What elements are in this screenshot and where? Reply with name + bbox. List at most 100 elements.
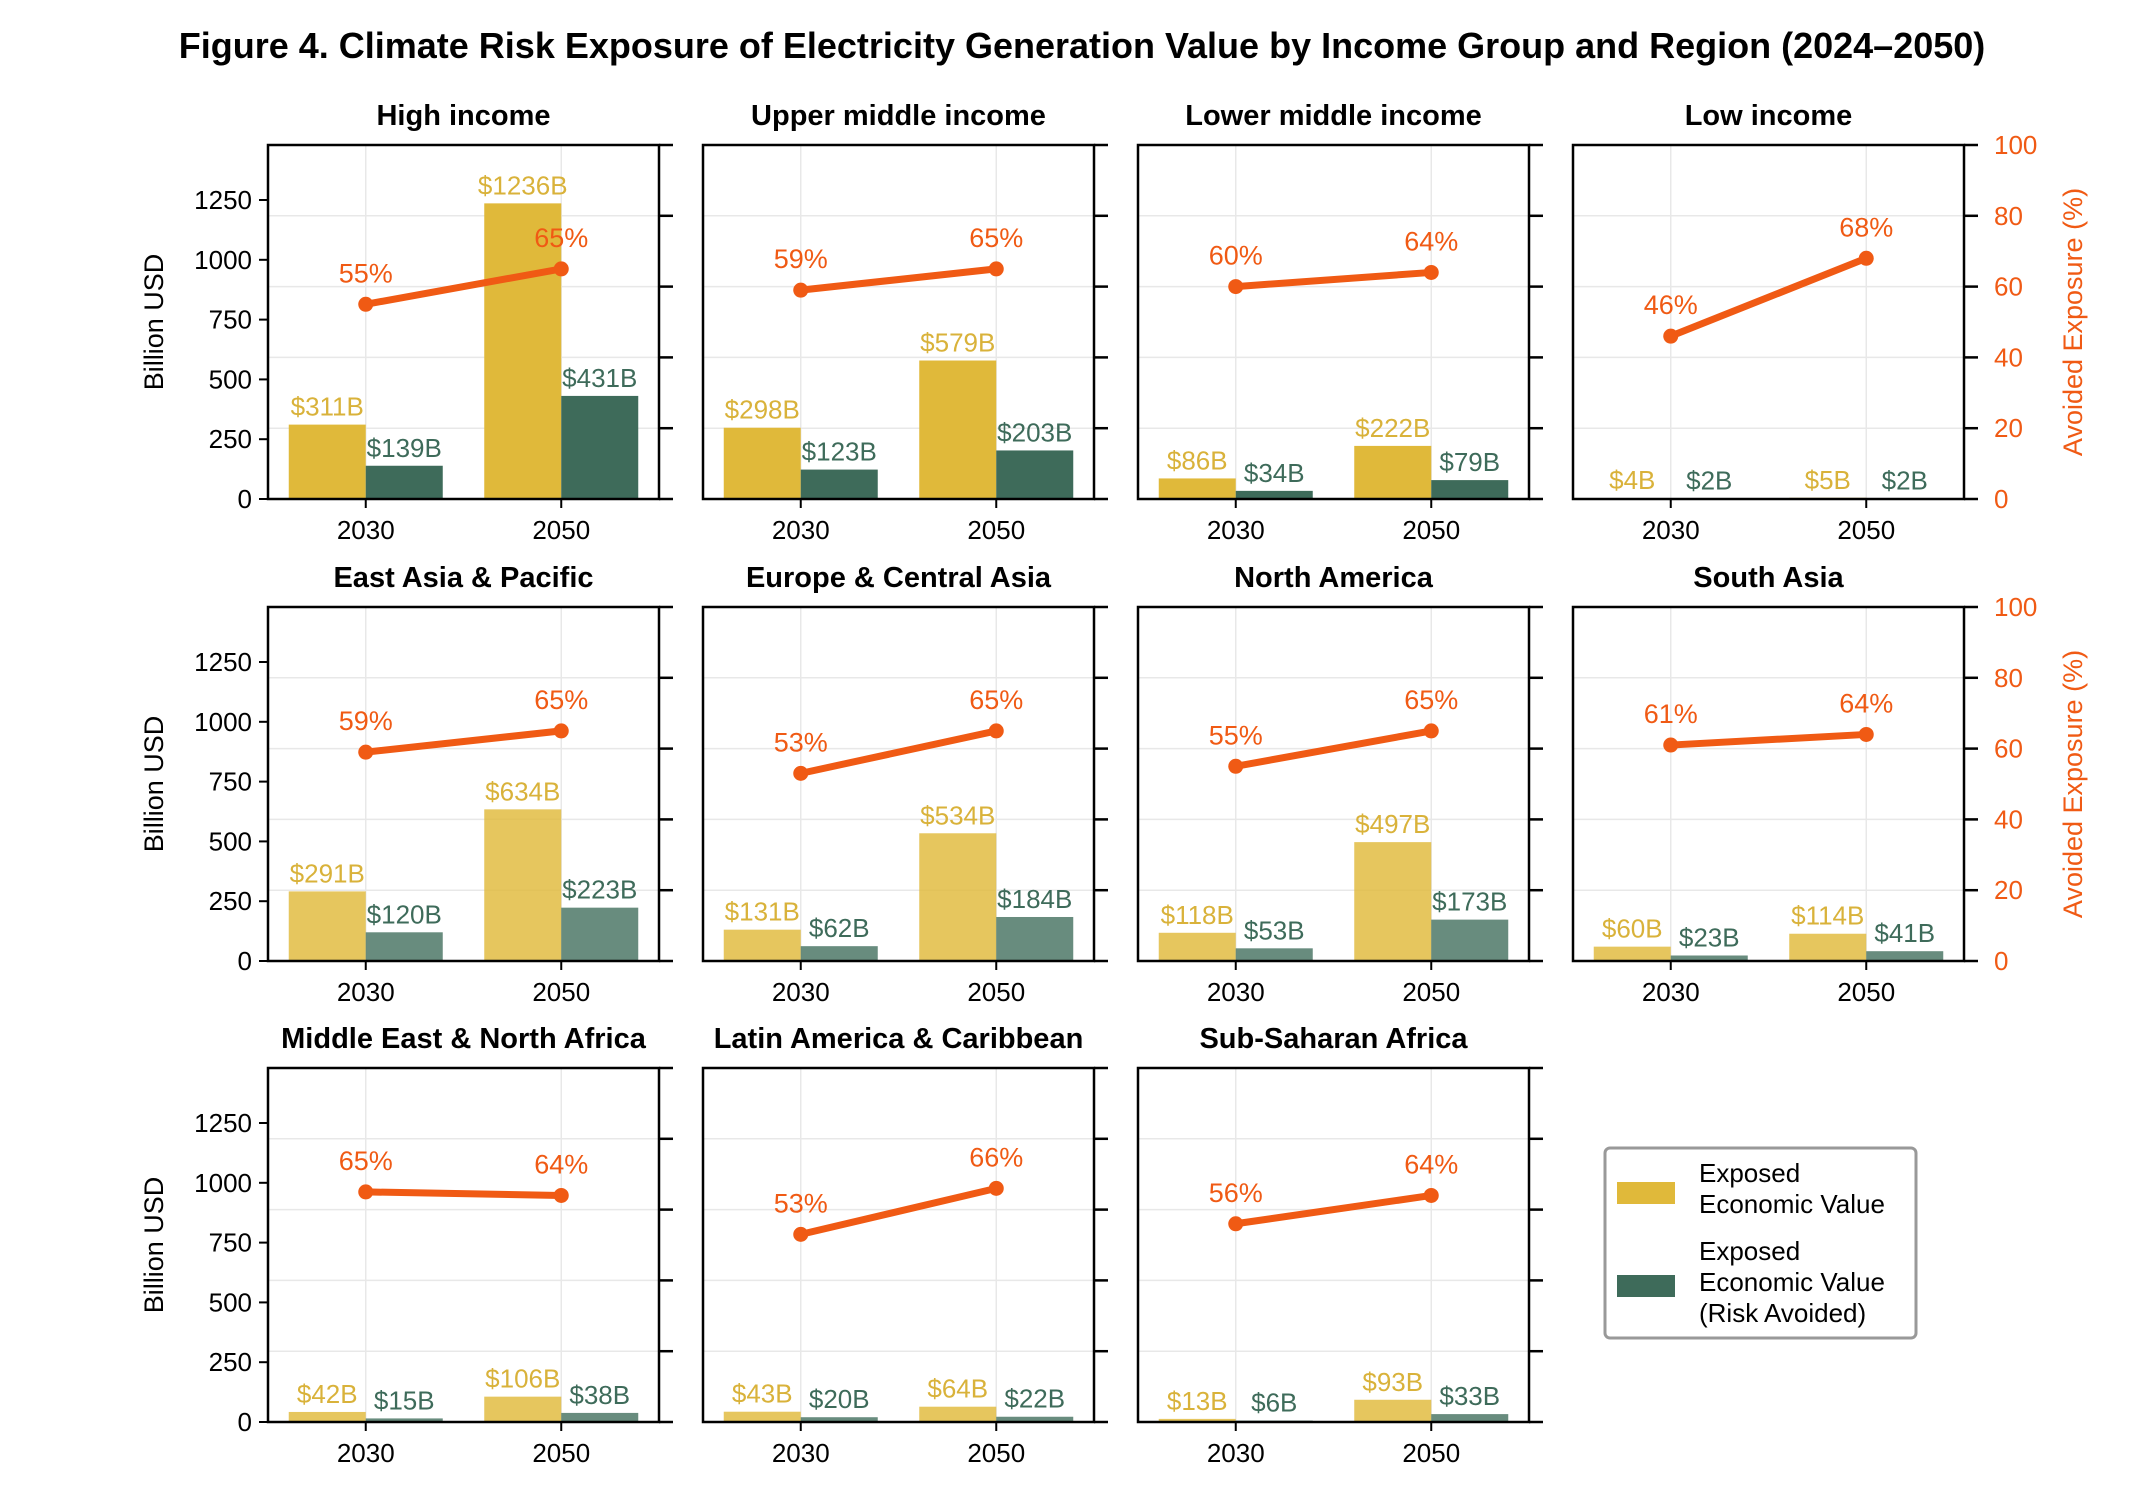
- legend-swatch-exposed: [1617, 1182, 1675, 1204]
- x-tick-label: 2030: [1642, 977, 1700, 1007]
- data-label-exposed: $60B: [1602, 914, 1663, 944]
- left-tick-label: 750: [209, 305, 252, 335]
- panel: $86B $34B $222B $79B 60% 64% Lower middle inco…: [1136, 100, 1543, 545]
- x-tick-label: 2050: [1402, 977, 1460, 1007]
- data-label-exposed: $42B: [297, 1379, 358, 1409]
- plot-frame: [1136, 143, 1531, 501]
- pct-label: 65%: [969, 685, 1023, 715]
- data-label-exposed: $222B: [1355, 413, 1430, 443]
- avoided-pct-point: [1423, 723, 1439, 739]
- avoided-pct-point: [988, 1180, 1004, 1196]
- pct-label: 61%: [1644, 699, 1698, 729]
- bar-exposed: [484, 1396, 562, 1422]
- bar-avoided: [1670, 955, 1748, 961]
- bar-avoided: [996, 1416, 1074, 1422]
- bar-exposed: [1354, 1399, 1432, 1422]
- avoided-pct-line: [1667, 254, 1870, 340]
- avoided-pct-line: [1232, 268, 1435, 291]
- panel-title: North America: [1234, 562, 1434, 594]
- x-tick-label: 2030: [1642, 515, 1700, 545]
- x-tick-label: 2050: [1837, 515, 1895, 545]
- bar-exposed: [1354, 842, 1432, 961]
- data-label-avoided: $34B: [1244, 458, 1305, 488]
- avoided-pct-point: [1663, 737, 1679, 753]
- panel: $298B$123B $579B $203B 59% 65% Upper middle i…: [701, 100, 1108, 545]
- bar-avoided: [1431, 1414, 1509, 1422]
- pct-label: 60%: [1209, 241, 1263, 271]
- bar-avoided: [800, 1417, 878, 1422]
- plot-frame: [701, 143, 1096, 501]
- data-label-avoided: $2B: [1882, 466, 1928, 496]
- avoided-pct-point: [1423, 264, 1439, 280]
- pct-label: 46%: [1644, 290, 1698, 320]
- avoided-pct-line: [362, 1188, 565, 1199]
- pct-label: 65%: [534, 685, 588, 715]
- bar-avoided: [996, 916, 1074, 961]
- data-label-avoided: $38B: [569, 1380, 630, 1410]
- x-tick-label: 2030: [1207, 515, 1265, 545]
- left-axis-label: Billion USD: [139, 716, 169, 853]
- left-tick-label: 500: [209, 1287, 252, 1317]
- pct-label: 64%: [1404, 226, 1458, 256]
- x-tick-label: 2050: [967, 977, 1025, 1007]
- avoided-pct-point: [793, 282, 809, 298]
- right-axis-label: Avoided Exposure (%): [2058, 650, 2088, 918]
- data-label-avoided: $203B: [997, 417, 1072, 447]
- right-tick-label: 40: [1994, 342, 2023, 372]
- pct-label: 53%: [774, 1188, 828, 1218]
- avoided-pct-line: [797, 265, 1000, 294]
- panel-title: Europe & Central Asia: [746, 562, 1052, 594]
- plot-frame: [266, 143, 661, 501]
- pct-label: 59%: [774, 244, 828, 274]
- bar-exposed: [1789, 933, 1867, 961]
- data-label-exposed: $579B: [920, 328, 995, 358]
- plot-frame: [1571, 605, 1966, 963]
- legend: Exposed Economic Value Exposed Economic Val…: [1603, 1146, 1918, 1340]
- bar-exposed: [484, 203, 562, 499]
- data-label-exposed: $43B: [732, 1379, 793, 1409]
- pct-label: 64%: [1839, 688, 1893, 718]
- panel: $118B $53B $497B $173B 55% 65% North America 20…: [1136, 562, 1543, 1007]
- avoided-pct-line: [1232, 727, 1435, 770]
- left-tick-label: 1000: [194, 245, 252, 275]
- data-label-exposed: $131B: [725, 897, 800, 927]
- x-tick-label: 2030: [337, 977, 395, 1007]
- right-tick-label: 20: [1994, 875, 2023, 905]
- data-label-exposed: $1236B: [478, 170, 568, 200]
- pct-label: 66%: [969, 1142, 1023, 1172]
- bar-avoided: [800, 469, 878, 499]
- bar-avoided: [365, 465, 443, 499]
- panel: $4B $2B $5B $2B 46% 68% Low income 2030 2050 0 20 4…: [1571, 100, 2088, 545]
- legend-label-exposed: Exposed Economic Value: [1699, 1158, 1885, 1219]
- panel: $131B $62B $534B $184B 53% 65% Europe & Centra…: [701, 562, 1108, 1007]
- avoided-pct-line: [797, 1184, 1000, 1238]
- data-label-avoided: $79B: [1439, 447, 1500, 477]
- data-label-avoided: $120B: [367, 899, 442, 929]
- avoided-pct-point: [1858, 250, 1874, 266]
- bar-avoided: [365, 932, 443, 961]
- panel: $42B $15B $106B $38B 65% 64% Middle East & Nor…: [139, 1023, 673, 1468]
- avoided-pct-point: [358, 744, 374, 760]
- left-tick-label: 1000: [194, 707, 252, 737]
- x-tick-label: 2050: [532, 1438, 590, 1468]
- data-label-avoided: $53B: [1244, 915, 1305, 945]
- data-label-exposed: $5B: [1805, 465, 1851, 495]
- pct-label: 68%: [1839, 212, 1893, 242]
- data-label-avoided: $62B: [809, 913, 870, 943]
- bar-avoided: [365, 1418, 443, 1422]
- left-tick-label: 0: [238, 484, 252, 514]
- plot-frame: [1136, 1066, 1531, 1424]
- bar-exposed: [723, 1411, 801, 1422]
- right-axis-label: Avoided Exposure (%): [2058, 188, 2088, 456]
- pct-label: 55%: [1209, 720, 1263, 750]
- left-tick-label: 250: [209, 1347, 252, 1377]
- data-label-avoided: $33B: [1439, 1381, 1500, 1411]
- panel: $13B $6B $93B $33B 56% 64% Sub-Saharan Africa 2…: [1136, 1023, 1543, 1468]
- panel-title: Sub-Saharan Africa: [1199, 1023, 1468, 1055]
- bar-avoided: [1235, 948, 1313, 961]
- x-tick-label: 2050: [532, 515, 590, 545]
- left-tick-label: 500: [209, 826, 252, 856]
- legend-swatch-avoided: [1617, 1275, 1675, 1297]
- data-label-exposed: $311B: [291, 392, 364, 422]
